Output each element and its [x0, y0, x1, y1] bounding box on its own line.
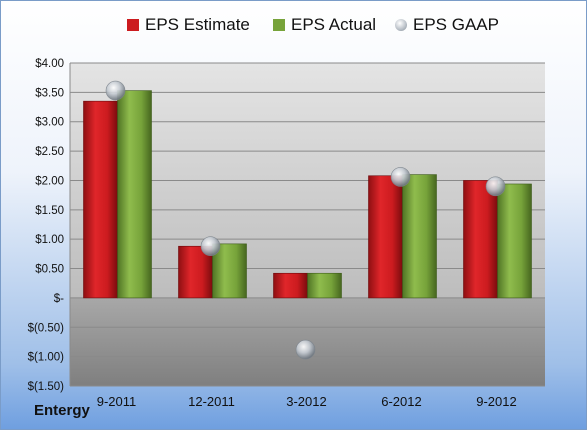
x-tick-label: 6-2012 [381, 394, 421, 409]
y-tick-label: $1.50 [35, 205, 64, 217]
bar-eps-estimate [463, 180, 498, 299]
company-name: Entergy [34, 402, 90, 419]
x-tick-label: 3-2012 [286, 394, 326, 409]
legend-swatch-estimate [127, 19, 139, 31]
bar-eps-estimate [368, 175, 403, 299]
bar-eps-actual [402, 174, 437, 299]
legend-swatch-actual [273, 19, 285, 31]
legend-item-estimate: EPS Estimate [127, 15, 250, 35]
bar-eps-estimate [273, 272, 308, 299]
y-tick-label: $(1.50) [28, 381, 65, 393]
legend-item-gaap: EPS GAAP [395, 15, 499, 35]
x-tick-label: 12-2011 [188, 394, 235, 409]
y-tick-label: $3.00 [35, 117, 64, 129]
y-tick-label: $3.50 [35, 87, 64, 99]
y-tick-label: $4.00 [35, 58, 64, 70]
y-tick-label: $- [54, 293, 64, 305]
legend-swatch-gaap [395, 19, 407, 31]
point-eps-gaap [485, 176, 506, 197]
legend-label-actual: EPS Actual [291, 15, 377, 34]
bar-eps-actual [497, 183, 532, 299]
legend-item-actual: EPS Actual [273, 15, 376, 35]
bar-eps-actual [307, 272, 342, 299]
point-eps-gaap [295, 339, 316, 360]
bar-eps-actual [117, 90, 152, 299]
x-tick-label: 9-2012 [476, 394, 516, 409]
bar-eps-estimate [83, 100, 118, 299]
y-tick-label: $0.50 [35, 264, 64, 276]
legend-label-estimate: EPS Estimate [145, 15, 250, 34]
x-tick-label: 9-2011 [97, 394, 137, 409]
y-tick-label: $2.00 [35, 175, 64, 187]
bar-eps-actual [212, 243, 247, 299]
y-tick-label: $(0.50) [28, 322, 65, 334]
y-tick-label: $2.50 [35, 146, 64, 158]
point-eps-gaap [390, 167, 411, 187]
point-eps-gaap [105, 80, 126, 101]
point-eps-gaap [200, 236, 221, 257]
y-tick-label: $(1.00) [28, 352, 65, 364]
y-tick-label: $1.00 [35, 234, 64, 246]
legend-label-gaap: EPS GAAP [413, 15, 499, 34]
legend: EPS Estimate EPS Actual EPS GAAP [1, 15, 586, 43]
